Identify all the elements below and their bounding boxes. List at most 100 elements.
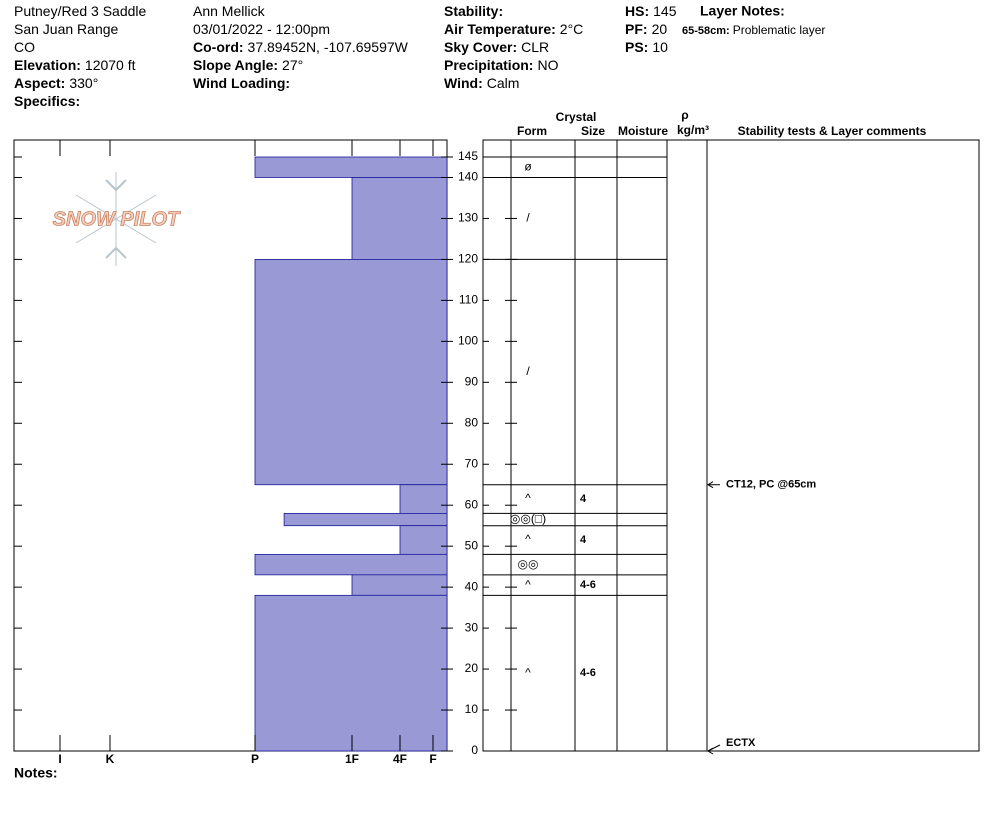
y-tick-label: 10 — [465, 702, 479, 716]
field-value: 03/01/2022 - 12:00pm — [193, 21, 330, 37]
y-tick-label: 30 — [465, 620, 479, 634]
logo-text: SNOW PILOT — [53, 208, 181, 230]
crystal-form: / — [526, 364, 530, 378]
header-field: Precipitation: NO — [444, 57, 559, 73]
y-tick-label: 100 — [458, 334, 478, 348]
field-value: 12070 ft — [85, 57, 136, 73]
header-field: Putney/Red 3 Saddle — [14, 3, 147, 19]
header-density-unit: kg/m³ — [677, 123, 709, 137]
crystal-form: ^ — [525, 491, 531, 505]
header-field: Specifics: — [14, 93, 80, 109]
field-label: Stability: — [444, 3, 503, 19]
field-value: 330° — [69, 75, 98, 91]
field-label: PS: — [625, 39, 648, 55]
x-tick-label: K — [106, 752, 115, 766]
field-label: Sky Cover: — [444, 39, 517, 55]
header-field: San Juan Range — [14, 21, 119, 37]
field-label: Aspect: — [14, 75, 65, 91]
notes-label: Notes: — [14, 765, 58, 781]
crystal-form: / — [526, 211, 530, 225]
field-value: 2°C — [560, 21, 584, 37]
y-tick-label: 20 — [465, 661, 479, 675]
header-field: Wind Loading: — [193, 75, 290, 91]
crystal-form: ◎◎(□) — [510, 512, 546, 526]
field-label: Slope Angle: — [193, 57, 278, 73]
field-label: Specifics: — [14, 93, 80, 109]
layer-note: 65-58cm: Problematic layer — [682, 23, 825, 37]
field-label: Air Temperature: — [444, 21, 556, 37]
y-tick-label: 40 — [465, 579, 479, 593]
field-label: Elevation: — [14, 57, 81, 73]
header-field: PF: 20 — [625, 21, 667, 37]
field-label: HS: — [625, 3, 649, 19]
layer-note-text: Problematic layer — [733, 23, 826, 37]
test-text: CT12, PC @65cm — [726, 479, 816, 491]
header-field: Elevation: 12070 ft — [14, 57, 136, 73]
field-label: Wind Loading: — [193, 75, 290, 91]
header-comments: Stability tests & Layer comments — [738, 124, 927, 138]
field-value: 10 — [652, 39, 668, 55]
field-value: San Juan Range — [14, 21, 119, 37]
field-value: 20 — [652, 21, 668, 37]
logo — [75, 172, 157, 266]
field-label: PF: — [625, 21, 648, 37]
crystal-form: ^ — [525, 532, 531, 546]
header-field: Sky Cover: CLR — [444, 39, 549, 55]
arrow-head — [707, 747, 714, 755]
field-value: CO — [14, 39, 35, 55]
field-value: 145 — [653, 3, 677, 19]
crystal-form: ^ — [525, 665, 531, 679]
hardness-bar — [254, 553, 448, 576]
header-field: HS: 145 — [625, 3, 677, 19]
y-tick-label: 110 — [459, 293, 478, 307]
header-field: Co-ord: 37.89452N, -107.69597W — [193, 39, 409, 55]
field-value: CLR — [521, 39, 549, 55]
crystal-form: ^ — [525, 577, 531, 591]
header-field: 03/01/2022 - 12:00pm — [193, 21, 330, 37]
y-tick-label: 60 — [465, 497, 479, 511]
y-tick-label: 130 — [458, 211, 478, 225]
x-tick-label: P — [251, 752, 259, 766]
y-tick-label: 145 — [458, 149, 478, 163]
crystal-size: 4-6 — [580, 667, 596, 679]
field-value: 37.89452N, -107.69597W — [248, 39, 409, 55]
header-field: Slope Angle: 27° — [193, 57, 303, 73]
header-field: Air Temperature: 2°C — [444, 21, 583, 37]
field-value: 27° — [282, 57, 303, 73]
crystal-form: ø — [524, 159, 532, 173]
field-value: NO — [537, 57, 558, 73]
x-tick-label: F — [429, 752, 436, 766]
field-value: Putney/Red 3 Saddle — [14, 3, 147, 19]
y-tick-label: 50 — [465, 538, 479, 552]
header-size: Size — [581, 124, 605, 138]
x-tick-label: 1F — [345, 752, 359, 766]
header-form: Form — [517, 124, 547, 138]
hardness-bar — [399, 525, 448, 555]
crystal-size: 4 — [580, 493, 587, 505]
hardness-bar — [351, 574, 448, 596]
hardness-bar — [254, 594, 448, 752]
header-field: Stability: — [444, 3, 503, 19]
crystal-size: 4 — [580, 534, 587, 546]
header-crystal: Crystal — [556, 110, 597, 124]
y-tick-label: 0 — [471, 743, 478, 757]
y-tick-label: 140 — [458, 170, 478, 184]
layer-note-depth: 65-58cm: — [682, 25, 730, 37]
layer-notes-title: Layer Notes: — [700, 3, 785, 19]
hardness-bar — [399, 484, 448, 514]
arrow-head — [707, 481, 714, 489]
hardness-bar — [254, 156, 448, 178]
y-tick-label: 120 — [458, 252, 478, 266]
crystal-form: ◎◎ — [518, 557, 539, 571]
field-label: Co-ord: — [193, 39, 244, 55]
x-tick-label: 4F — [393, 752, 407, 766]
field-value: Ann Mellick — [193, 3, 266, 19]
header-field: CO — [14, 39, 35, 55]
header-rho: ρ — [681, 108, 688, 122]
y-tick-label: 90 — [465, 374, 479, 388]
header-field: Aspect: 330° — [14, 75, 98, 91]
field-value: Calm — [487, 75, 520, 91]
field-label: Wind: — [444, 75, 483, 91]
test-text: ECTX — [726, 737, 756, 749]
